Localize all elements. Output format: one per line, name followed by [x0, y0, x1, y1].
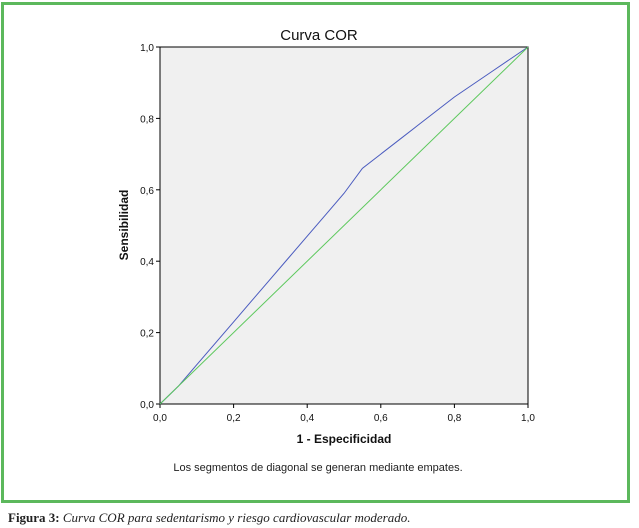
x-tick-label: 0,2: [227, 413, 241, 424]
y-tick-label: 0,4: [140, 257, 154, 268]
x-tick-label: 0,0: [153, 413, 167, 424]
x-axis-label: 1 - Especificidad: [297, 432, 392, 446]
x-tick-label: 1,0: [521, 413, 535, 424]
chart-note: Los segmentos de diagonal se generan med…: [173, 462, 462, 474]
caption-text: Curva COR para sedentarismo y riesgo car…: [62, 510, 411, 525]
reference-diagonal-line: [159, 46, 529, 405]
y-tick-label: 0,8: [140, 114, 154, 125]
y-tick-label: 0,6: [140, 186, 154, 197]
y-axis-label: Sensibilidad: [117, 190, 131, 261]
y-tick-label: 0,0: [140, 400, 154, 411]
caption-label: Figura 3:: [8, 510, 60, 525]
series-lines: [159, 46, 529, 405]
x-tick-label: 0,6: [374, 413, 388, 424]
x-axis: 0,0 0,2 0,4 0,6 0,8 1,0: [153, 404, 535, 424]
chart-title: Curva COR: [280, 27, 358, 44]
x-tick-label: 0,4: [300, 413, 314, 424]
x-tick-label: 0,8: [447, 413, 461, 424]
y-tick-label: 0,2: [140, 329, 154, 340]
roc-chart: Curva COR 0,00,20,40,60,81,0 0,0 0,2 0,4 0,…: [117, 27, 535, 474]
roc-curve-line: [159, 46, 529, 405]
y-axis: 0,0 0,2 0,4 0,6 0,8 1,0: [140, 43, 160, 411]
y-tick-label: 1,0: [140, 43, 154, 54]
figure-caption: Figura 3: Curva COR para sedentarismo y …: [8, 510, 628, 526]
